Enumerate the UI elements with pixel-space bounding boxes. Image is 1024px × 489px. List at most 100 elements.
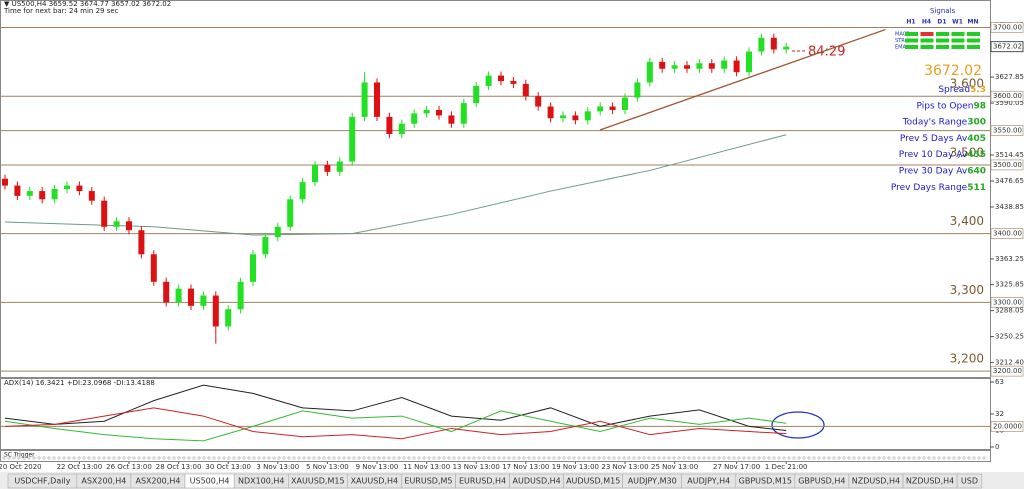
y-tick-label: 32 xyxy=(995,410,1004,418)
trigger-dot xyxy=(777,456,781,460)
candle-body xyxy=(522,83,529,97)
trigger-dot xyxy=(327,456,331,460)
trigger-dot xyxy=(172,456,176,460)
trigger-dot xyxy=(527,456,531,460)
trigger-dot xyxy=(487,456,491,460)
tab-label[interactable]: XAUUSD,M15 xyxy=(291,477,345,486)
signal-cell xyxy=(905,38,918,43)
trigger-dot xyxy=(142,456,146,460)
trigger-dot xyxy=(707,456,711,460)
tab-label[interactable]: USD xyxy=(961,477,978,486)
tab-label[interactable]: AUDUSD,H4 xyxy=(513,477,561,486)
y-tick-label: 3438.85 xyxy=(995,203,1024,211)
candle-body xyxy=(88,191,95,201)
signal-row-label: EMA xyxy=(895,45,906,51)
tab-label[interactable]: AUDJPY,H4 xyxy=(687,477,730,486)
tab-label[interactable]: NDX100,H4 xyxy=(238,477,285,486)
trigger-dot xyxy=(872,456,876,460)
info-stat: Pips to Open98 xyxy=(917,101,986,111)
trigger-dot xyxy=(947,456,951,460)
candle-body xyxy=(39,191,46,200)
x-tick-label: 28 Oct 13:00 xyxy=(156,463,202,471)
trigger-dot xyxy=(132,456,136,460)
tab-label[interactable]: EURUSD,M5 xyxy=(404,477,452,486)
trigger-dot xyxy=(87,456,91,460)
info-stat: Prev 30 Day Av640 xyxy=(899,166,986,176)
candle-body xyxy=(646,61,653,83)
trigger-dot xyxy=(32,456,36,460)
candle-body xyxy=(411,113,418,124)
candle-body xyxy=(101,200,108,227)
tab-label[interactable]: ASX200,H4 xyxy=(81,477,126,486)
trigger-dot xyxy=(372,456,376,460)
tab-label[interactable]: XAUUSD,H4 xyxy=(351,477,399,486)
stat-value: 640 xyxy=(967,166,986,176)
level-label: 3600.00 xyxy=(993,92,1022,100)
trigger-dot xyxy=(982,456,986,460)
y-tick-label: 0 xyxy=(995,443,999,451)
signal-cell xyxy=(936,45,949,49)
trigger-dot xyxy=(282,456,286,460)
tab-label[interactable]: AUDJPY,M30 xyxy=(628,477,677,486)
tab-label[interactable]: GBPUSD,M15 xyxy=(739,477,792,486)
trigger-dot xyxy=(462,456,466,460)
candle-body xyxy=(671,65,678,69)
trigger-dot xyxy=(377,456,381,460)
stat-value: 300 xyxy=(967,117,986,127)
trigger-dot xyxy=(907,456,911,460)
trigger-dot xyxy=(617,456,621,460)
candle-body xyxy=(708,63,715,69)
signal-cell xyxy=(967,32,980,36)
tab-label[interactable]: NZDUSD,H4 xyxy=(906,477,954,486)
tab-label[interactable]: AUDUSD,M15 xyxy=(566,477,620,486)
tab-label[interactable]: USDCHF,Daily xyxy=(14,477,70,486)
info-stat: Prev 5 Days Av405 xyxy=(900,133,986,143)
trigger-dot xyxy=(127,456,131,460)
y-tick-label: 3212.40 xyxy=(995,359,1024,367)
trigger-dot xyxy=(647,456,651,460)
trigger-dot xyxy=(177,456,181,460)
candle-body xyxy=(473,85,480,104)
trigger-dot xyxy=(847,456,851,460)
trigger-dot xyxy=(122,456,126,460)
candle-body xyxy=(374,82,380,117)
trigger-dot xyxy=(412,456,416,460)
tab-label[interactable]: ASX200,H4 xyxy=(135,477,180,486)
tab-label[interactable]: NZDUSD,H4 xyxy=(852,477,900,486)
x-tick-label: 25 Nov 13:00 xyxy=(651,463,698,471)
trigger-dot xyxy=(657,456,661,460)
trigger-dot xyxy=(457,456,461,460)
trigger-dot xyxy=(867,456,871,460)
trigger-dot xyxy=(222,456,226,460)
trigger-dot xyxy=(237,456,241,460)
tab[interactable] xyxy=(956,473,983,489)
x-tick-label: 5 Nov 13:00 xyxy=(306,463,349,471)
trigger-dot xyxy=(547,456,551,460)
timeframe-label: H4 xyxy=(922,19,931,26)
trigger-dot xyxy=(477,456,481,460)
trigger-dot xyxy=(12,456,16,460)
signal-cell xyxy=(936,38,949,43)
trigger-dot xyxy=(137,456,141,460)
candle-body xyxy=(485,75,492,86)
tab-label[interactable]: EURUSD,H4 xyxy=(459,477,506,486)
x-tick-label: 22 Oct 13:00 xyxy=(57,463,103,471)
candle-body xyxy=(113,221,120,227)
info-stat: Spread5.3 xyxy=(938,85,986,95)
trigger-dot xyxy=(782,456,786,460)
signal-cell xyxy=(951,38,965,43)
trigger-dot xyxy=(857,456,861,460)
trigger-dot xyxy=(622,456,626,460)
trigger-dot xyxy=(842,456,846,460)
tab-label[interactable]: GBPUSD,H4 xyxy=(798,477,845,486)
stat-label: Spread xyxy=(938,85,970,95)
tab-label[interactable]: US500,H4 xyxy=(190,477,230,486)
trigger-dot xyxy=(557,456,561,460)
trigger-dot xyxy=(297,456,301,460)
y-tick-label: 3363.25 xyxy=(995,255,1024,263)
trigger-dot xyxy=(837,456,841,460)
candle-body xyxy=(51,189,58,200)
trigger-dot xyxy=(2,456,6,460)
chart-title: ▼ US500,H4 3659.52 3674.77 3657.02 3672.… xyxy=(4,0,171,8)
candle-body xyxy=(572,115,579,121)
